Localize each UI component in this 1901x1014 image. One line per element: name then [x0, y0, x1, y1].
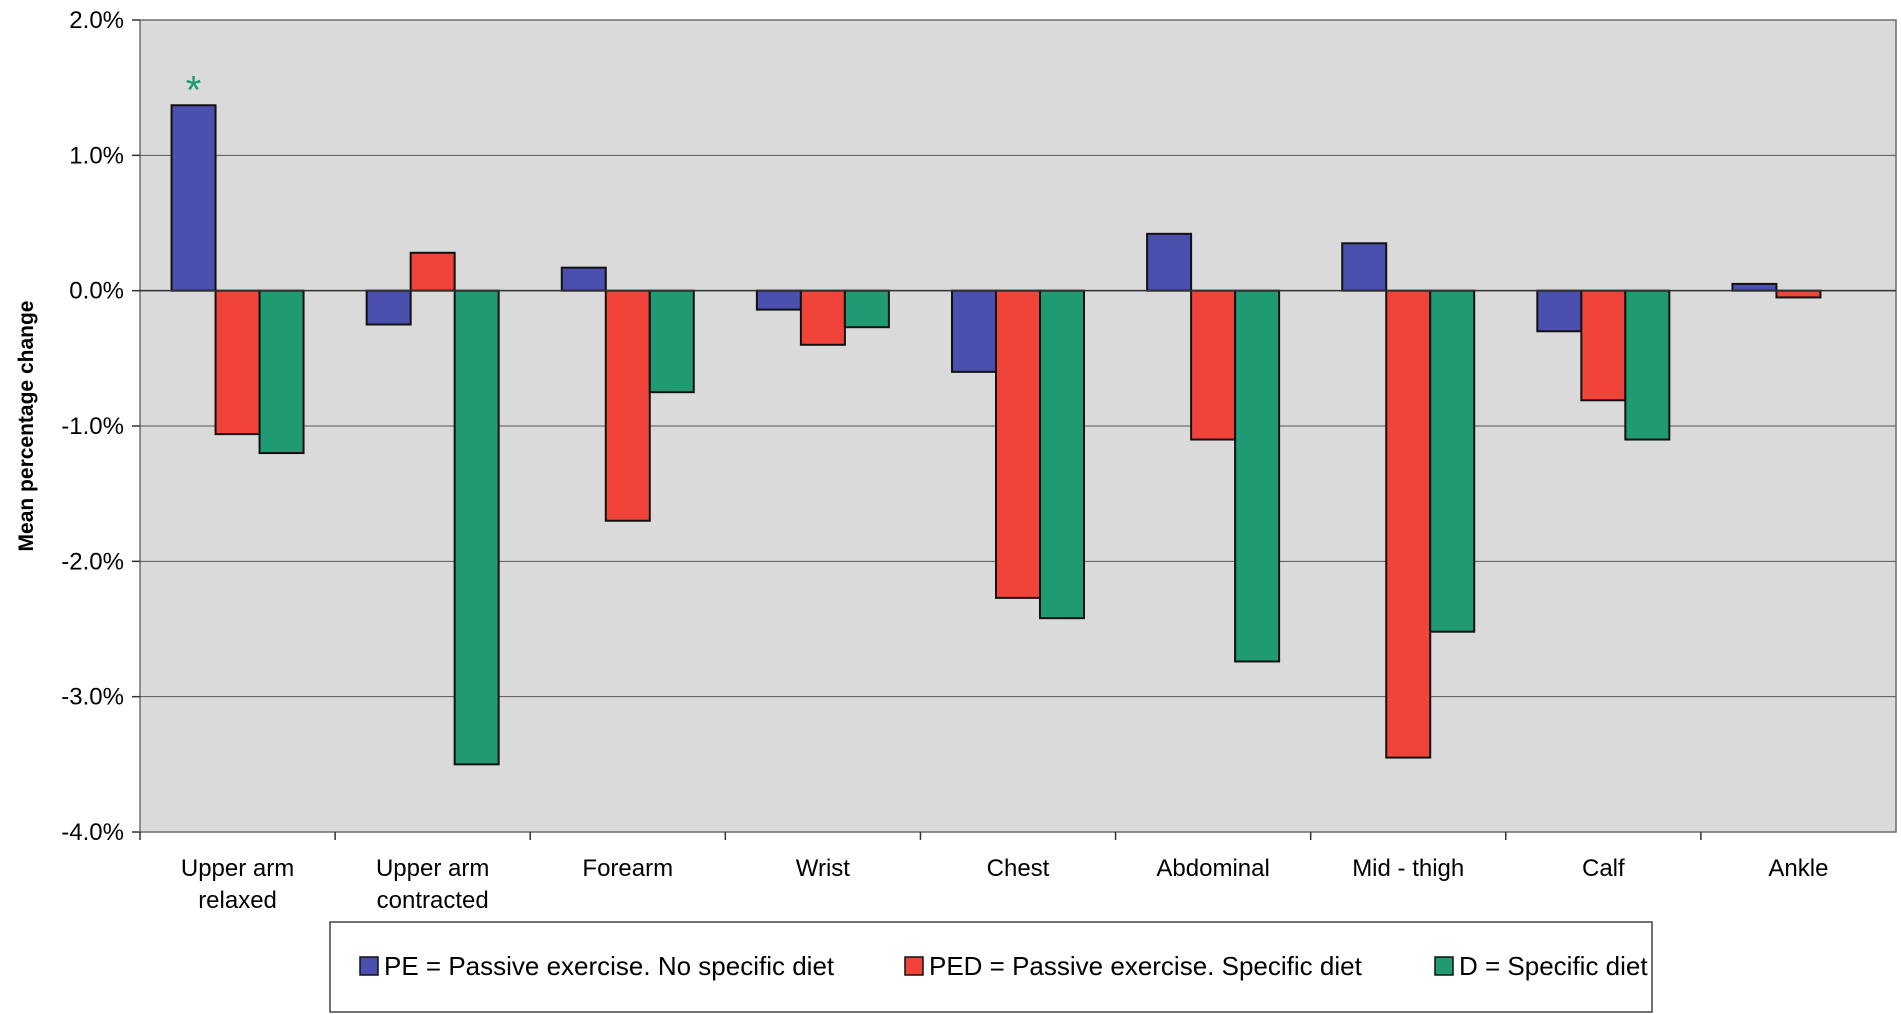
bar-series-2-cat-6 [1190, 289, 1237, 441]
bar-series-1-cat-8 [1536, 289, 1583, 333]
y-tick-label: 0.0% [69, 278, 124, 305]
y-tick-label: -4.0% [61, 819, 124, 846]
category-label: Upper arm [181, 855, 294, 882]
y-tick-label: -3.0% [61, 684, 124, 711]
category-label: Wrist [796, 855, 851, 882]
legend-label: PE = Passive exercise. No specific diet [384, 951, 835, 981]
y-axis-ticks: 2.0% 1.0% 0.0% -1.0% -2.0% -3.0% -4.0% [61, 7, 140, 846]
bar-series-1-cat-7 [1341, 242, 1388, 292]
category-label: Mid - thigh [1352, 855, 1464, 882]
bar-series-1-cat-4 [755, 289, 802, 311]
bar-series-3-cat-6 [1234, 289, 1281, 663]
bar-series-2-cat-7 [1385, 289, 1432, 759]
bars [170, 104, 1822, 766]
category-label: Upper arm [376, 855, 489, 882]
legend-label: D = Specific diet [1459, 951, 1648, 981]
legend: PE = Passive exercise. No specific diet P… [329, 921, 1653, 1013]
legend-swatch [904, 956, 924, 976]
legend-box [329, 921, 1653, 1013]
bar-series-1-cat-6 [1146, 232, 1193, 292]
bar-series-2-cat-4 [799, 289, 846, 346]
bar-series-3-cat-2 [453, 289, 500, 766]
bar-series-2-cat-9 [1775, 289, 1822, 299]
legend-label: PED = Passive exercise. Specific diet [929, 951, 1363, 981]
category-label: Abdominal [1156, 855, 1269, 882]
category-label: Chest [987, 855, 1050, 882]
category-label: Ankle [1768, 855, 1828, 882]
y-tick-label: -1.0% [61, 413, 124, 440]
bar-series-3-cat-4 [843, 289, 890, 329]
category-label: relaxed [198, 887, 277, 914]
bar-series-3-cat-5 [1039, 289, 1085, 620]
category-label: Calf [1582, 855, 1625, 882]
annotations: * [186, 68, 202, 112]
category-labels: Upper arm relaxed Upper arm contracted Forea… [139, 832, 1828, 914]
bar-series-2-cat-3 [604, 289, 651, 522]
bar-series-2-cat-2 [409, 251, 456, 292]
bar-series-3-cat-1 [258, 289, 305, 455]
y-tick-label: -2.0% [61, 548, 124, 575]
category-label: contracted [377, 887, 489, 914]
bar-series-1-cat-3 [560, 266, 607, 292]
bar-series-1-cat-5 [951, 289, 997, 373]
y-tick-label: 1.0% [69, 142, 124, 169]
bar-series-3-cat-7 [1429, 289, 1476, 633]
legend-swatch [1434, 956, 1454, 976]
legend-swatch [359, 956, 379, 976]
category-label: Forearm [582, 855, 673, 882]
y-tick-label: 2.0% [69, 7, 124, 34]
bar-series-3-cat-3 [648, 289, 695, 394]
bar-series-2-cat-8 [1580, 289, 1627, 402]
bar-series-1-cat-1 [170, 104, 217, 292]
significance-asterisk: * [186, 68, 202, 112]
bar-series-1-cat-9 [1731, 282, 1778, 292]
bar-series-2-cat-5 [995, 289, 1041, 599]
bar-series-2-cat-1 [214, 289, 261, 436]
bar-series-3-cat-8 [1624, 289, 1671, 441]
bar-series-1-cat-2 [365, 289, 412, 326]
y-axis-label: Mean percentage change [15, 301, 38, 552]
